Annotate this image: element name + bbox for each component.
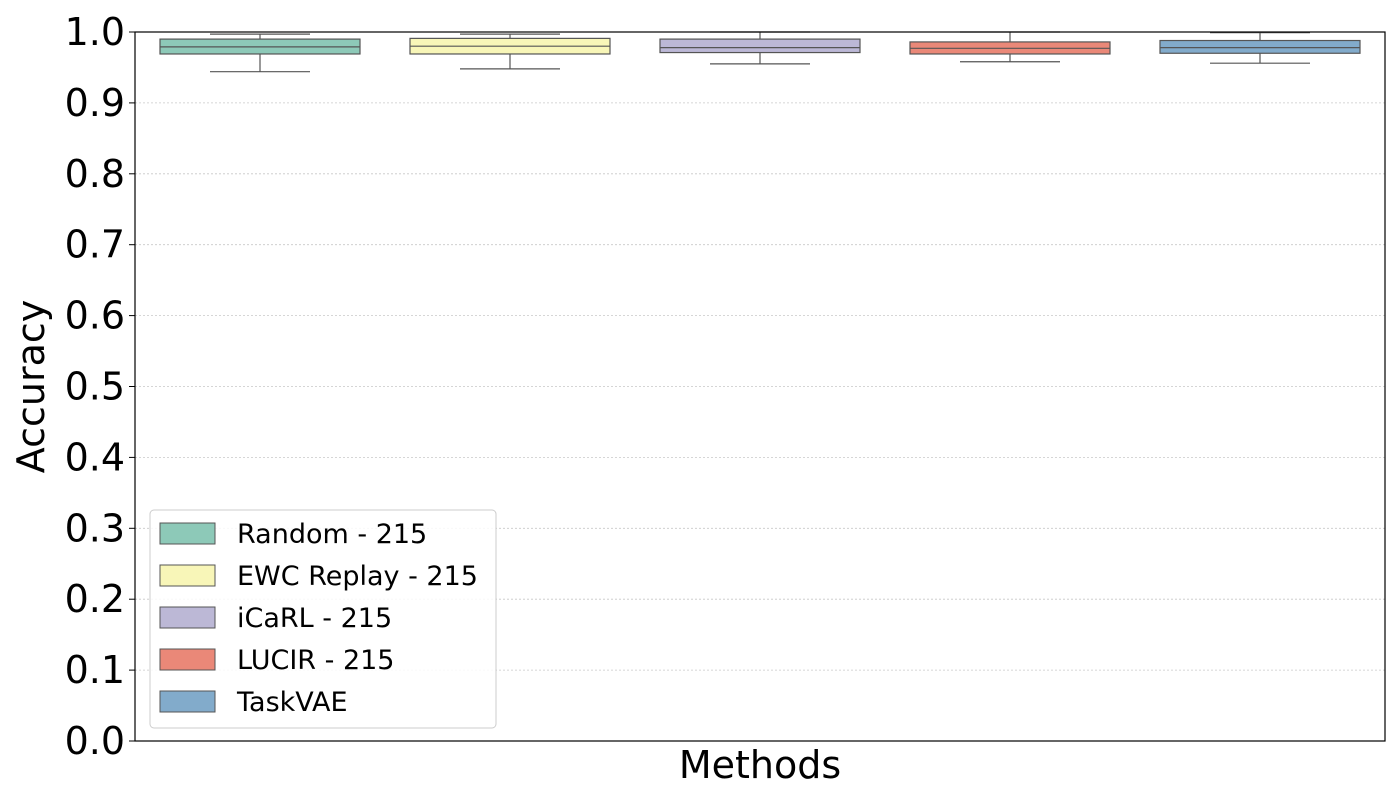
box-2: [409, 33, 611, 70]
y-axis-ticks: 0.0 0.1 0.2 0.3 0.4 0.5 0.6 0.7 0.8 0.9 1.0: [65, 10, 135, 763]
legend: Random - 215 EWC Replay - 215 iCaRL - 215 L…: [149, 509, 497, 729]
y-tick-label: 0.7: [65, 223, 125, 267]
box-4: [909, 31, 1111, 63]
legend-label: iCaRL - 215: [237, 603, 392, 634]
y-tick-label: 0.8: [65, 152, 125, 196]
box-iqr: [659, 38, 861, 54]
y-tick-label: 0.4: [65, 435, 125, 479]
legend-item-1: Random - 215: [159, 519, 427, 550]
legend-label: EWC Replay - 215: [237, 561, 478, 592]
legend-label: LUCIR - 215: [237, 645, 394, 676]
y-tick-label: 0.5: [65, 365, 125, 409]
legend-box: [149, 509, 497, 729]
y-tick-label: 0.6: [65, 294, 125, 338]
y-tick-label: 0.2: [65, 577, 125, 621]
y-tick-label: 0.3: [65, 506, 125, 550]
box-1: [159, 33, 361, 73]
legend-swatch: [159, 690, 216, 713]
legend-item-5: TaskVAE: [159, 687, 348, 718]
y-tick-label: 0.1: [65, 648, 125, 692]
box-iqr: [1159, 39, 1361, 54]
legend-item-3: iCaRL - 215: [159, 603, 392, 634]
y-tick-label: 0.9: [65, 81, 125, 125]
x-axis-label: Methods: [679, 743, 841, 787]
y-tick-label: 0.0: [65, 719, 125, 763]
legend-label: TaskVAE: [236, 687, 348, 718]
legend-swatch: [159, 606, 216, 629]
legend-swatch: [159, 564, 216, 587]
legend-label: Random - 215: [237, 519, 427, 550]
legend-swatch: [159, 522, 216, 545]
boxes-group: [159, 31, 1361, 73]
box-5: [1159, 32, 1361, 64]
legend-item-4: LUCIR - 215: [159, 645, 394, 676]
y-axis-label: Accuracy: [9, 300, 53, 474]
legend-swatch: [159, 648, 216, 671]
y-tick-label: 1.0: [65, 10, 125, 54]
legend-item-2: EWC Replay - 215: [159, 561, 478, 592]
